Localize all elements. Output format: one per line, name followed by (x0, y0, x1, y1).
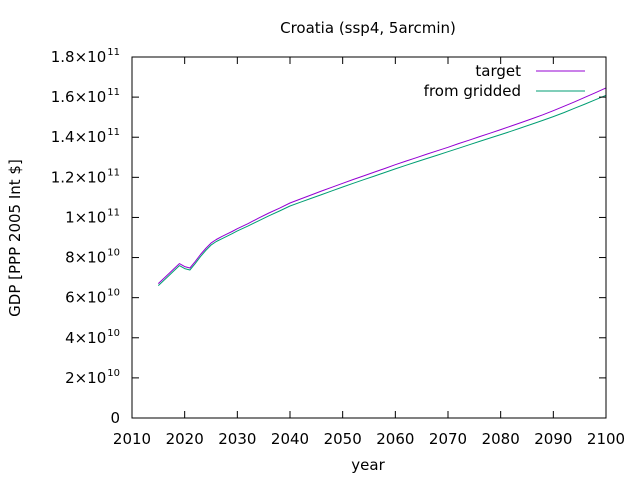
x-tick-label: 2100 (587, 430, 625, 448)
y-tick-label: 1.8×1011 (51, 47, 120, 66)
y-tick-mantissa: 1.2×10 (51, 168, 107, 186)
y-tick-mantissa: 8×10 (65, 249, 106, 267)
x-tick-label: 2070 (429, 430, 467, 448)
y-tick-label: 0 (110, 409, 120, 427)
series-line-from-gridded (157, 94, 607, 286)
y-tick-exponent: 11 (107, 167, 120, 178)
legend-label: target (475, 62, 521, 80)
y-tick-exponent: 11 (107, 207, 120, 218)
y-tick-label: 4×1010 (65, 328, 120, 347)
y-tick-label: 8×1010 (65, 248, 120, 267)
y-tick-exponent: 11 (107, 127, 120, 138)
y-tick-exponent: 11 (107, 87, 120, 98)
y-tick-mantissa: 1×10 (65, 208, 106, 226)
y-tick-exponent: 10 (107, 248, 120, 259)
y-tick-exponent: 10 (107, 288, 120, 299)
chart-title: Croatia (ssp4, 5arcmin) (280, 19, 456, 37)
y-tick-mantissa: 4×10 (65, 329, 106, 347)
y-tick-mantissa: 2×10 (65, 369, 106, 387)
y-tick-mantissa: 6×10 (65, 289, 106, 307)
x-axis-label: year (351, 456, 385, 474)
plot-frame (131, 56, 607, 419)
x-tick-label: 2030 (218, 430, 256, 448)
y-tick-mantissa: 1.8×10 (51, 48, 107, 66)
x-tick-label: 2080 (482, 430, 520, 448)
y-tick-exponent: 10 (107, 328, 120, 339)
y-axis-label: GDP [PPP 2005 Int $] (6, 159, 24, 317)
y-tick-label: 1.4×1011 (51, 127, 120, 146)
x-tick-label: 2020 (166, 430, 204, 448)
legend-label: from gridded (424, 82, 521, 100)
x-tick-label: 2090 (534, 430, 572, 448)
series-line-target (157, 87, 607, 284)
y-tick-label: 6×1010 (65, 288, 120, 307)
y-tick-mantissa: 1.6×10 (51, 88, 107, 106)
x-tick-label: 2060 (376, 430, 414, 448)
x-tick-label: 2040 (271, 430, 309, 448)
y-tick-label: 1×1011 (65, 207, 120, 226)
y-tick-label: 1.6×1011 (51, 87, 120, 106)
y-tick-mantissa: 1.4×10 (51, 128, 107, 146)
x-tick-label: 2010 (113, 430, 151, 448)
axes-layer: 2010 2020 2030 2040 2050 2060 2070 2080 2090 2100… (51, 47, 625, 448)
y-tick-exponent: 10 (107, 368, 120, 379)
series-layer (157, 87, 607, 286)
y-tick-mantissa: 0 (110, 409, 120, 427)
y-tick-exponent: 11 (107, 47, 120, 58)
x-tick-label: 2050 (324, 430, 362, 448)
legend: target from gridded (424, 62, 585, 100)
y-tick-label: 1.2×1011 (51, 167, 120, 186)
y-tick-label: 2×1010 (65, 368, 120, 387)
